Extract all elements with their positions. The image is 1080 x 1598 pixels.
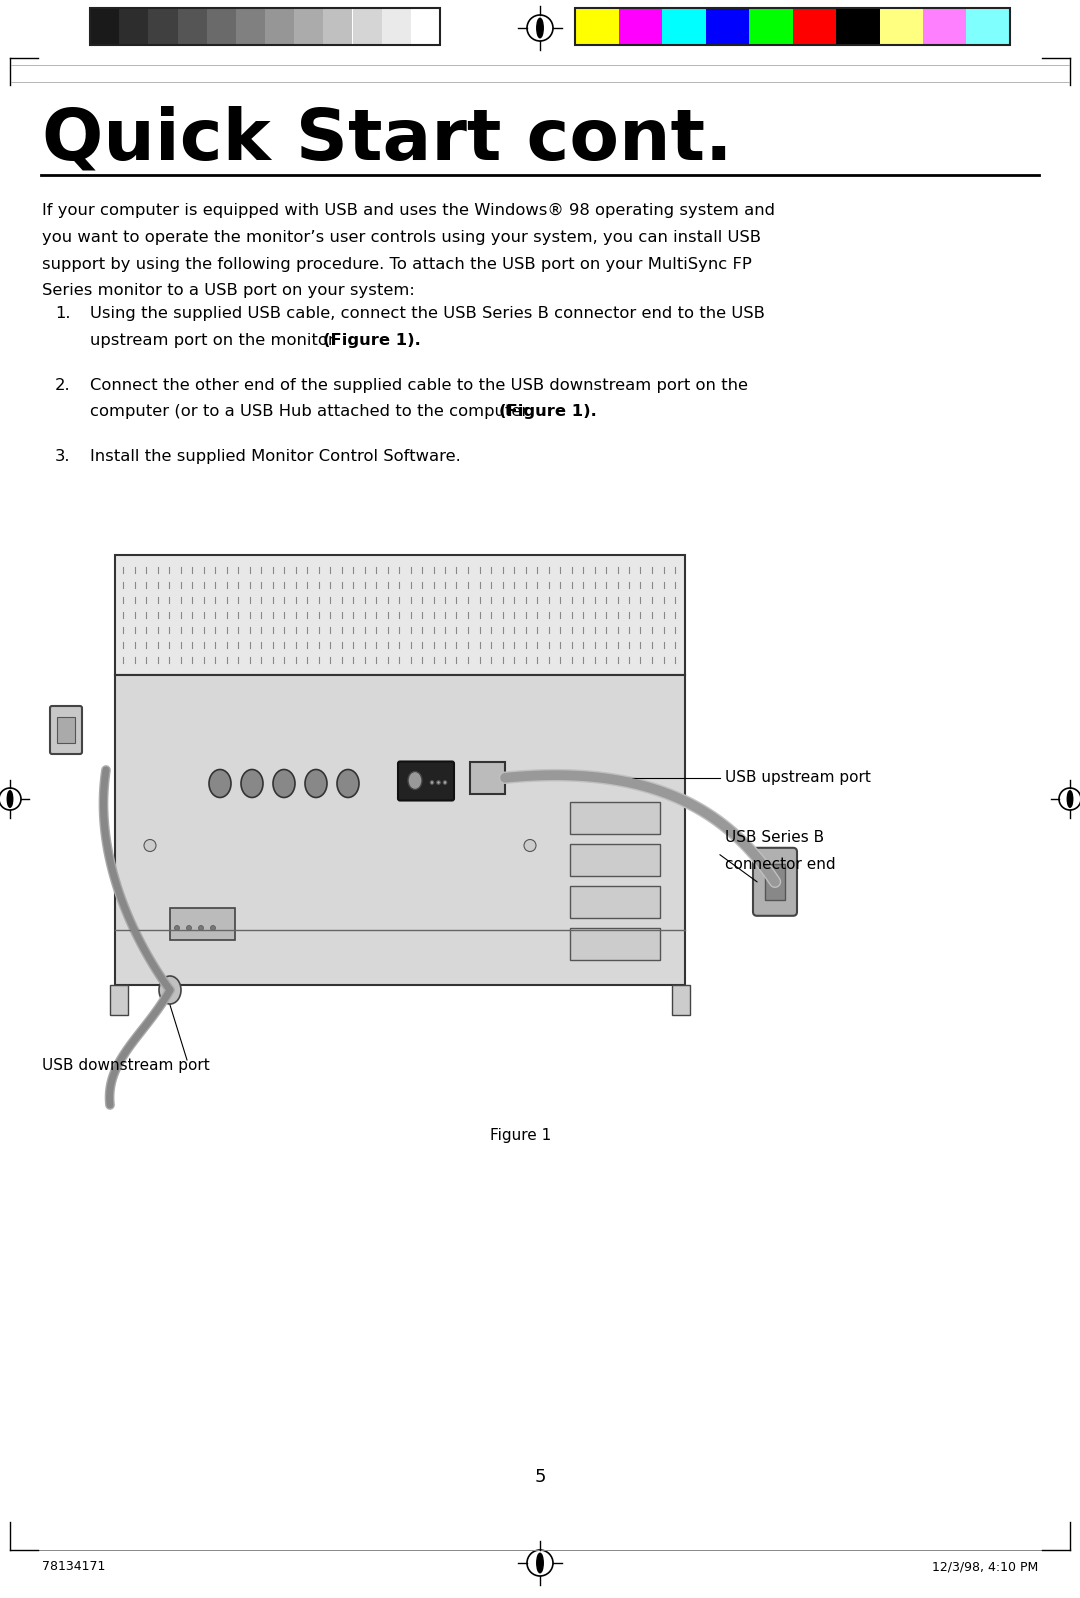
Bar xyxy=(110,984,129,1015)
Bar xyxy=(570,844,660,876)
Circle shape xyxy=(436,781,441,785)
Bar xyxy=(119,8,148,45)
Text: computer (or to a USB Hub attached to the computer: computer (or to a USB Hub attached to th… xyxy=(90,404,534,419)
Circle shape xyxy=(187,925,191,930)
Text: upstream port on the monitor: upstream port on the monitor xyxy=(90,332,340,348)
Text: (Figure 1).: (Figure 1). xyxy=(323,332,420,348)
Bar xyxy=(662,8,705,45)
Text: connector end: connector end xyxy=(725,857,836,873)
Ellipse shape xyxy=(537,18,543,38)
Text: Series monitor to a USB port on your system:: Series monitor to a USB port on your sys… xyxy=(42,283,415,299)
Bar xyxy=(90,8,440,45)
Text: 12/3/98, 4:10 PM: 12/3/98, 4:10 PM xyxy=(932,1560,1038,1572)
Text: 3.: 3. xyxy=(55,449,70,463)
Bar xyxy=(148,8,177,45)
Text: Using the supplied USB cable, connect the USB Series B connector end to the USB: Using the supplied USB cable, connect th… xyxy=(90,305,765,321)
Text: support by using the following procedure. To attach the USB port on your MultiSy: support by using the following procedure… xyxy=(42,257,752,272)
Circle shape xyxy=(211,925,216,930)
FancyBboxPatch shape xyxy=(50,706,82,754)
Circle shape xyxy=(144,839,156,852)
Circle shape xyxy=(443,781,447,785)
Bar xyxy=(765,865,785,900)
Text: Quick Start cont.: Quick Start cont. xyxy=(42,105,732,176)
FancyBboxPatch shape xyxy=(753,849,797,916)
Bar xyxy=(265,8,294,45)
Text: Install the supplied Monitor Control Software.: Install the supplied Monitor Control Sof… xyxy=(90,449,461,463)
Bar xyxy=(381,8,410,45)
Bar xyxy=(90,8,119,45)
Bar xyxy=(294,8,323,45)
Ellipse shape xyxy=(537,1553,543,1572)
Bar xyxy=(575,8,1010,45)
Text: USB downstream port: USB downstream port xyxy=(42,1058,210,1072)
Bar xyxy=(575,8,619,45)
FancyBboxPatch shape xyxy=(399,762,454,801)
Text: USB upstream port: USB upstream port xyxy=(725,770,870,785)
Ellipse shape xyxy=(408,772,422,789)
Bar xyxy=(57,718,75,743)
Text: you want to operate the monitor’s user controls using your system, you can insta: you want to operate the monitor’s user c… xyxy=(42,230,761,244)
Text: 5: 5 xyxy=(535,1469,545,1486)
Text: 2.: 2. xyxy=(55,377,70,393)
Bar xyxy=(235,8,265,45)
Ellipse shape xyxy=(305,770,327,797)
Bar xyxy=(967,8,1010,45)
Circle shape xyxy=(430,781,434,785)
Ellipse shape xyxy=(1067,791,1072,807)
Bar xyxy=(170,908,235,940)
Bar xyxy=(672,984,690,1015)
Ellipse shape xyxy=(273,770,295,797)
Circle shape xyxy=(199,925,203,930)
Bar xyxy=(570,802,660,834)
Text: 78134171: 78134171 xyxy=(42,1560,106,1572)
Text: (Figure 1).: (Figure 1). xyxy=(499,404,597,419)
Circle shape xyxy=(524,839,536,852)
Bar xyxy=(206,8,235,45)
Ellipse shape xyxy=(210,770,231,797)
Bar xyxy=(410,8,440,45)
Bar xyxy=(570,885,660,917)
Text: Connect the other end of the supplied cable to the USB downstream port on the: Connect the other end of the supplied ca… xyxy=(90,377,748,393)
Text: Figure 1: Figure 1 xyxy=(490,1128,551,1143)
Bar xyxy=(750,8,793,45)
Bar xyxy=(619,8,662,45)
Bar xyxy=(793,8,836,45)
Text: If your computer is equipped with USB and uses the Windows® 98 operating system : If your computer is equipped with USB an… xyxy=(42,203,775,217)
Ellipse shape xyxy=(8,791,13,807)
Ellipse shape xyxy=(337,770,359,797)
Bar xyxy=(177,8,206,45)
Circle shape xyxy=(175,925,179,930)
Bar xyxy=(114,674,685,984)
Bar xyxy=(114,555,685,674)
Ellipse shape xyxy=(241,770,264,797)
Text: 1.: 1. xyxy=(55,305,70,321)
Bar xyxy=(470,762,505,794)
Bar xyxy=(352,8,381,45)
Bar xyxy=(570,928,660,960)
Bar xyxy=(323,8,352,45)
Bar xyxy=(879,8,923,45)
Bar xyxy=(836,8,879,45)
Text: USB Series B: USB Series B xyxy=(725,829,824,845)
Bar xyxy=(705,8,750,45)
Ellipse shape xyxy=(159,976,181,1004)
Text: 7: 7 xyxy=(536,1560,544,1572)
Bar xyxy=(923,8,967,45)
